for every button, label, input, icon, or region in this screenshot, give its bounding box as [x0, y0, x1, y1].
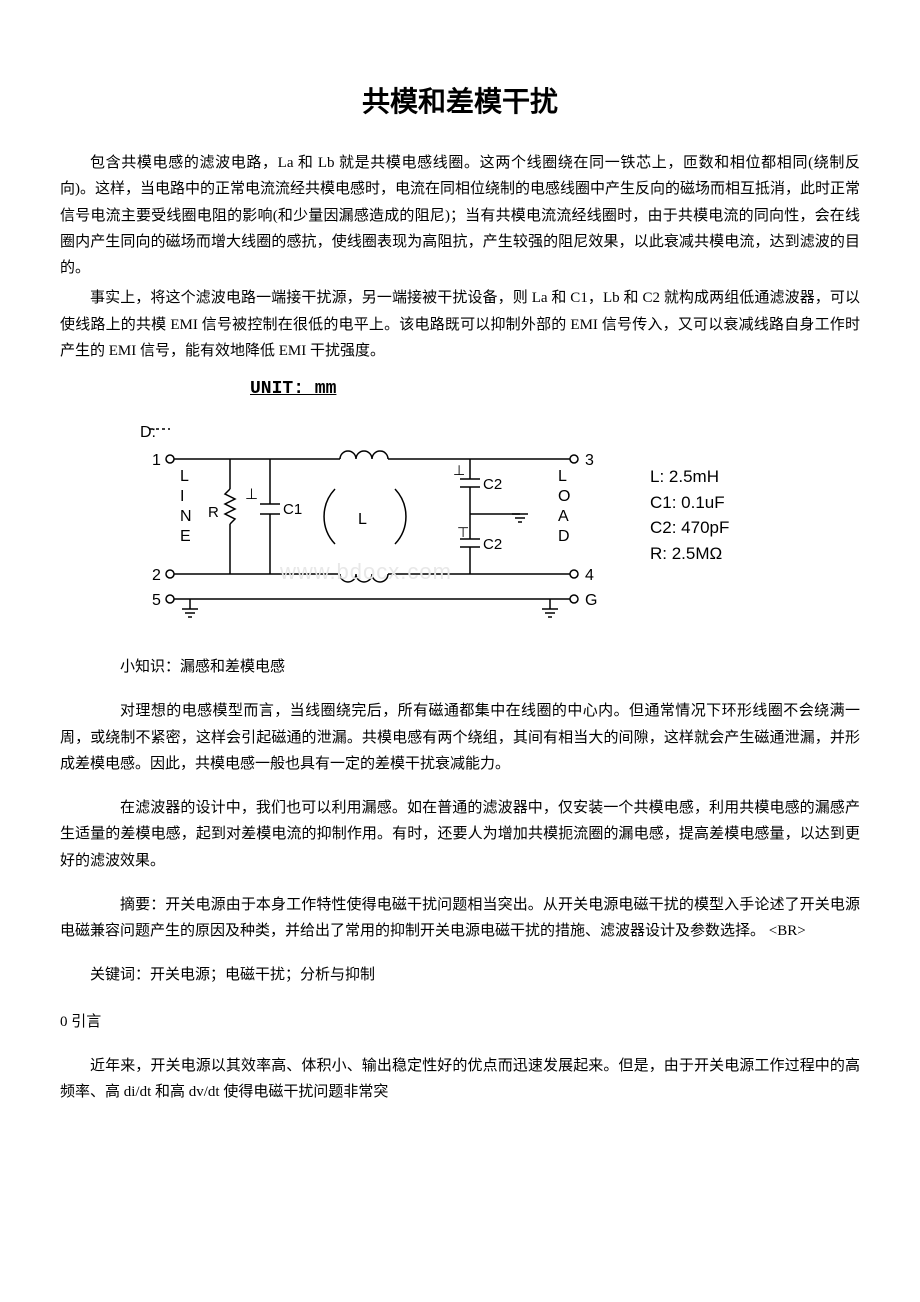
right-label-d: D — [558, 528, 570, 545]
circuit-diagram: UNIT: mm D: 1 2 5 L I N E — [60, 379, 860, 629]
right-label-o: O — [558, 488, 570, 505]
terminal-4: 4 — [585, 567, 594, 584]
paragraph-5: 在滤波器的设计中，我们也可以利用漏感。如在普通的滤波器中，仅安装一个共模电感，利… — [60, 795, 860, 874]
page-title: 共模和差模干扰 — [60, 80, 860, 120]
svg-text:D:: D: — [140, 424, 156, 441]
right-label-l: L — [558, 468, 567, 485]
left-label-i: I — [180, 488, 184, 505]
unit-label: UNIT: mm — [250, 379, 860, 399]
component-c1: C1 — [283, 501, 302, 518]
component-c2-bottom: C2 — [483, 536, 502, 553]
svg-text:⊥: ⊥ — [453, 462, 465, 478]
value-l: L: 2.5mH — [650, 464, 729, 490]
component-r: R — [208, 504, 219, 521]
value-r: R: 2.5MΩ — [650, 541, 729, 567]
terminal-1: 1 — [152, 452, 161, 469]
paragraph-4: 对理想的电感模型而言，当线圈绕完后，所有磁通都集中在线圈的中心内。但通常情况下环… — [60, 698, 860, 777]
component-l: L — [358, 511, 367, 528]
value-c1: C1: 0.1uF — [650, 490, 729, 516]
svg-text:⊤: ⊤ — [457, 524, 469, 540]
watermark: www.bdocx.com — [279, 559, 452, 584]
paragraph-9: 近年来，开关电源以其效率高、体积小、输出稳定性好的优点而迅速发展起来。但是，由于… — [60, 1053, 860, 1106]
paragraph-3: 小知识：漏感和差模电感 — [60, 654, 860, 680]
component-c2-top: C2 — [483, 476, 502, 493]
value-c2: C2: 470pF — [650, 515, 729, 541]
paragraph-6: 摘要：开关电源由于本身工作特性使得电磁干扰问题相当突出。从开关电源电磁干扰的模型… — [60, 892, 860, 945]
left-label-n: N — [180, 508, 192, 525]
paragraph-keywords: 关键词：开关电源；电磁干扰；分析与抑制 — [60, 962, 860, 988]
component-c1-minus: ⊥ — [245, 486, 258, 503]
paragraph-1: 包含共模电感的滤波电路，La 和 Lb 就是共模电感线圈。这两个线圈绕在同一铁芯… — [60, 150, 860, 281]
left-label-e: E — [180, 528, 191, 545]
terminal-3: 3 — [585, 452, 594, 469]
section-0: 0 引言 — [60, 1009, 860, 1035]
terminal-5: 5 — [152, 592, 161, 609]
circuit-svg: D: 1 2 5 L I N E — [140, 419, 840, 629]
terminal-g: G — [585, 592, 597, 609]
component-values: L: 2.5mH C1: 0.1uF C2: 470pF R: 2.5MΩ — [650, 464, 729, 566]
paragraph-2: 事实上，将这个滤波电路一端接干扰源，另一端接被干扰设备，则 La 和 C1，Lb… — [60, 285, 860, 364]
terminal-2: 2 — [152, 567, 161, 584]
left-label-l: L — [180, 468, 189, 485]
right-label-a: A — [558, 508, 569, 525]
